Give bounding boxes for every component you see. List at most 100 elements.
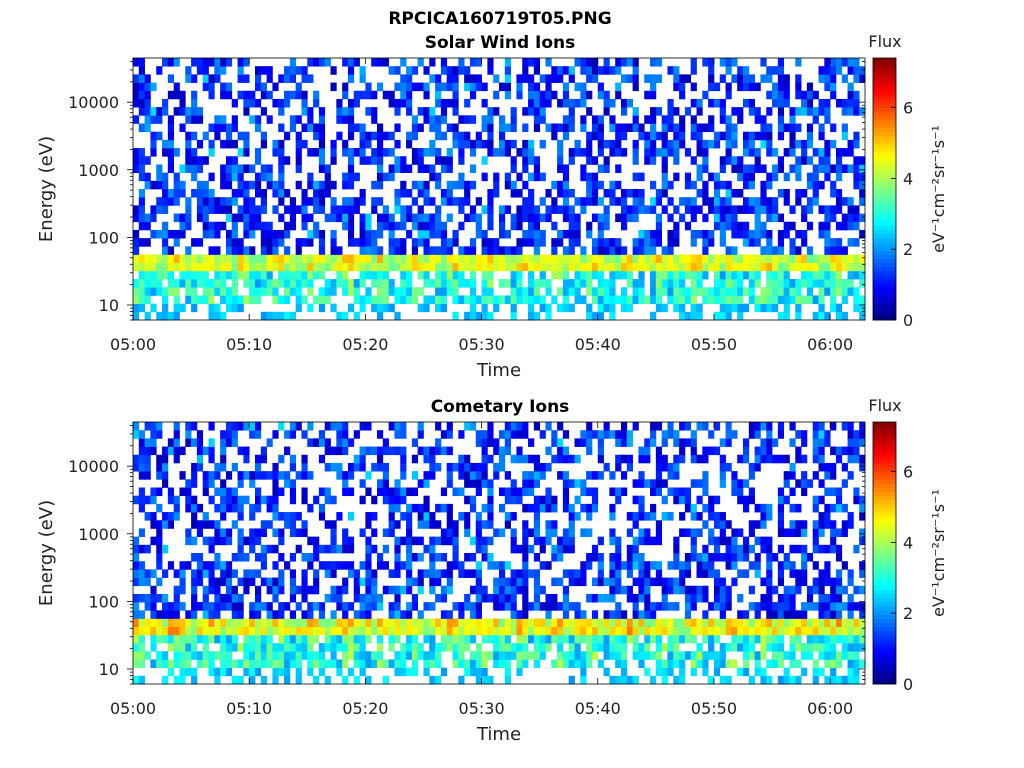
heatmap-cell	[841, 148, 848, 157]
heatmap-cell	[591, 643, 599, 652]
heatmap-cell	[597, 213, 604, 223]
heatmap-cell	[429, 123, 436, 133]
heatmap-cell	[621, 667, 628, 677]
heatmap-cell	[702, 139, 709, 149]
heatmap-cell	[725, 675, 732, 685]
heatmap-cell	[342, 438, 349, 447]
heatmap-cell	[330, 536, 337, 546]
heatmap-cell	[504, 446, 511, 456]
heatmap-cell	[429, 74, 436, 83]
heatmap-cell	[452, 279, 459, 288]
heatmap-cell	[661, 643, 668, 652]
heatmap-cell	[417, 107, 424, 116]
heatmap-cell	[777, 189, 785, 198]
heatmap-cell	[830, 270, 837, 280]
heatmap-cell	[754, 454, 761, 464]
heatmap-cell	[812, 430, 819, 439]
heatmap-cell	[440, 229, 448, 239]
heatmap-cell	[388, 422, 395, 431]
heatmap-cell	[545, 618, 552, 628]
heatmap-cell	[260, 254, 267, 264]
heatmap-cell	[475, 520, 482, 529]
heatmap-cell	[185, 618, 192, 628]
heatmap-cell	[615, 618, 622, 628]
heatmap-cell	[539, 471, 546, 480]
heatmap-cell	[196, 66, 204, 75]
heatmap-cell	[382, 262, 389, 272]
heatmap-cell	[301, 262, 308, 272]
heatmap-cell	[766, 610, 773, 619]
heatmap-cell	[394, 610, 401, 619]
heatmap-cell	[516, 446, 523, 456]
heatmap-cell	[307, 422, 314, 431]
heatmap-cell	[830, 618, 837, 628]
heatmap-cell	[812, 254, 819, 264]
heatmap-cell	[365, 221, 372, 231]
heatmap-cell	[452, 651, 459, 660]
heatmap-cell	[725, 311, 732, 321]
heatmap-cell	[708, 123, 715, 133]
heatmap-cell	[615, 544, 622, 554]
heatmap-cell	[609, 487, 616, 497]
heatmap-cell	[185, 479, 192, 488]
heatmap-cell	[394, 651, 401, 660]
heatmap-cell	[597, 148, 604, 157]
heatmap-cell	[191, 495, 198, 505]
heatmap-cell	[318, 438, 326, 447]
heatmap-cell	[191, 156, 198, 165]
heatmap-cell	[289, 205, 297, 214]
colorbar-segment	[873, 66, 896, 71]
heatmap-cell	[522, 148, 529, 157]
heatmap-cell	[260, 643, 267, 652]
heatmap-cell	[522, 164, 529, 173]
colorbar-segment	[873, 279, 896, 284]
heatmap-cell	[388, 602, 395, 611]
colorbar-segment	[873, 131, 896, 137]
heatmap-cell	[824, 156, 831, 165]
heatmap-cell	[708, 569, 715, 578]
heatmap-cell	[266, 659, 273, 668]
heatmap-cell	[400, 246, 407, 255]
heatmap-cell	[777, 246, 785, 255]
heatmap-cell	[452, 295, 459, 304]
heatmap-cell	[719, 115, 726, 124]
heatmap-cell	[713, 422, 721, 431]
heatmap-cell	[260, 107, 267, 116]
heatmap-cell	[708, 287, 715, 296]
heatmap-cell	[133, 462, 140, 472]
heatmap-cell	[789, 238, 796, 247]
heatmap-cell	[801, 528, 808, 537]
heatmap-cell	[533, 246, 541, 255]
heatmap-cell	[713, 577, 721, 587]
heatmap-cell	[545, 462, 552, 472]
heatmap-cell	[772, 643, 779, 652]
heatmap-cell	[743, 287, 750, 296]
heatmap-cell	[301, 487, 308, 497]
heatmap-cell	[133, 74, 140, 83]
heatmap-cell	[673, 438, 680, 447]
heatmap-cell	[377, 221, 384, 231]
heatmap-cell	[342, 585, 349, 595]
heatmap-cell	[167, 262, 175, 272]
heatmap-cell	[754, 295, 761, 304]
heatmap-cell	[783, 610, 790, 619]
heatmap-cell	[702, 254, 709, 264]
heatmap-cell	[562, 115, 570, 124]
heatmap-cell	[789, 634, 796, 644]
heatmap-cell	[196, 205, 204, 214]
heatmap-cell	[301, 295, 308, 304]
heatmap-cell	[725, 123, 732, 133]
heatmap-cell	[196, 254, 204, 264]
heatmap-cell	[243, 229, 250, 239]
heatmap-cell	[539, 270, 546, 280]
heatmap-cell	[853, 172, 860, 182]
colorbar-segment	[873, 189, 896, 194]
heatmap-cell	[133, 553, 140, 562]
heatmap-cell	[394, 487, 401, 497]
heatmap-cell	[469, 462, 477, 472]
heatmap-cell	[510, 254, 517, 264]
heatmap-cell	[824, 512, 831, 521]
heatmap-cell	[255, 66, 262, 75]
heatmap-cell	[621, 148, 628, 157]
heatmap-cell	[731, 74, 738, 83]
